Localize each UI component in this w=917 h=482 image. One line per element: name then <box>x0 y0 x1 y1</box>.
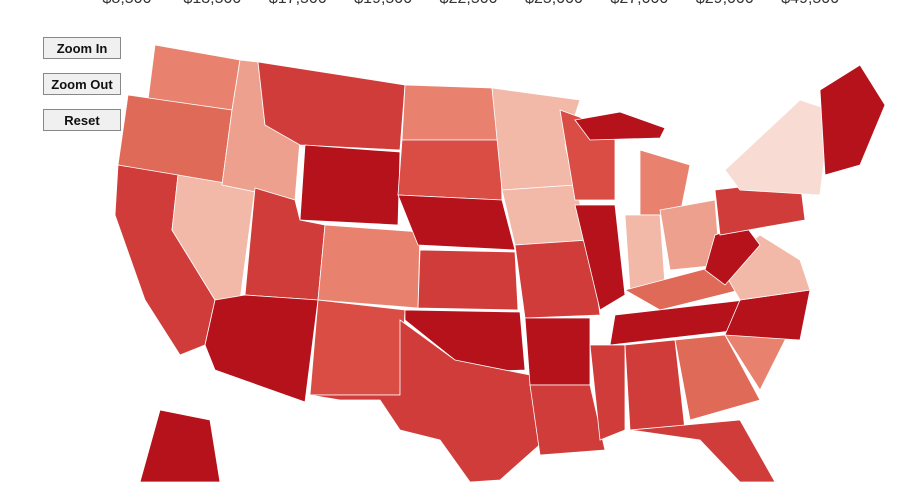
state <box>589 344 626 441</box>
state <box>724 289 811 341</box>
state <box>401 84 501 141</box>
state <box>574 111 666 141</box>
legend-label: $13,500 <box>183 0 241 8</box>
zoom-button[interactable]: Zoom In <box>43 37 121 59</box>
legend-label: $19,500 <box>354 0 412 8</box>
state <box>624 214 666 291</box>
state <box>514 239 601 319</box>
state <box>819 64 886 176</box>
legend-label: $29,000 <box>696 0 754 8</box>
state <box>139 409 221 482</box>
zoom-button[interactable]: Reset <box>43 109 121 131</box>
state <box>317 224 421 309</box>
state <box>629 419 776 482</box>
state <box>257 61 406 151</box>
state <box>574 204 626 311</box>
states <box>114 44 886 482</box>
state <box>724 99 831 196</box>
state <box>204 294 319 403</box>
legend-label: $8,500 <box>103 0 152 8</box>
legend-label: $17,500 <box>269 0 327 8</box>
state <box>639 149 691 216</box>
legend-label: $49,500 <box>781 0 839 8</box>
legend-label: $22,500 <box>440 0 498 8</box>
state <box>524 317 591 386</box>
state <box>529 384 606 456</box>
legend-label: $25,000 <box>525 0 583 8</box>
state <box>674 334 761 421</box>
state <box>397 194 516 251</box>
state <box>309 299 406 396</box>
state <box>299 144 401 226</box>
zoom-button[interactable]: Zoom Out <box>43 73 121 95</box>
state <box>397 139 503 201</box>
legend-label: $27,000 <box>610 0 668 8</box>
state <box>624 339 686 431</box>
state <box>417 249 519 311</box>
